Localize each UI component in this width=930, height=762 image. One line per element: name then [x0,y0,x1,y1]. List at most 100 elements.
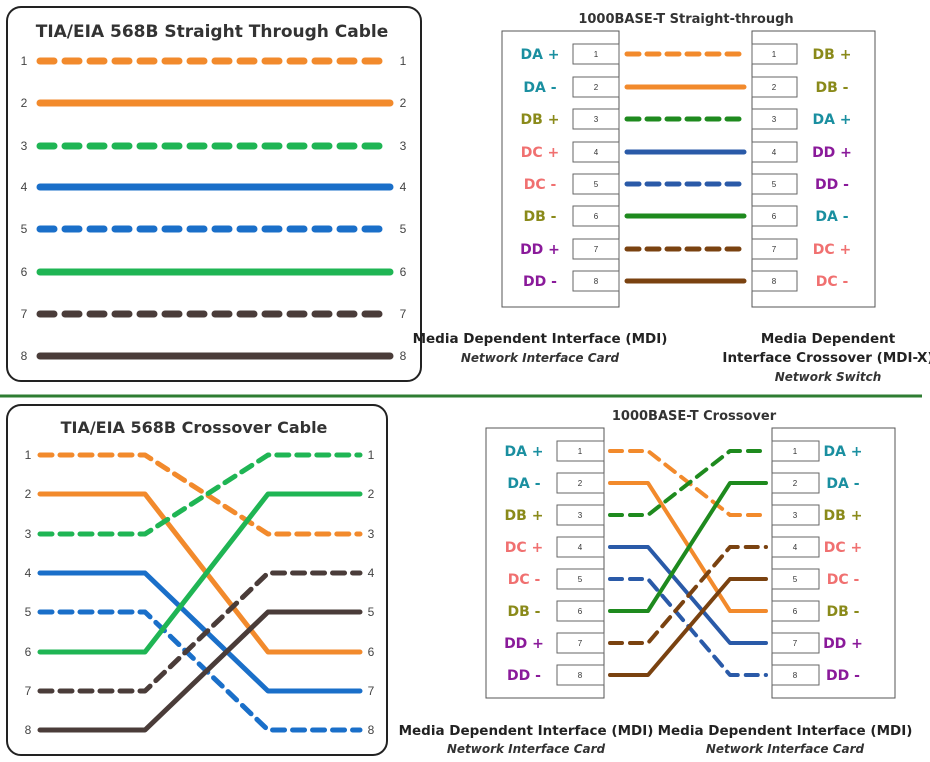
top-mdix-caption-line2: Interface Crossover (MDI-X) [722,350,930,366]
crossover-left-pin-8: 8 [25,723,32,737]
gb-cross-right-pin-label-4: 4 [793,543,798,552]
gb-straight-mdi-pin-label-2: 2 [594,83,599,92]
gb-cross-left-signal-7: DD + [504,636,544,652]
gb-cross-wire-3 [608,449,768,517]
gigabit-crossover-title: 1000BASE-T Crossover [612,409,777,424]
gb-cross-left-signal-2: DA - [507,476,540,492]
crossover-cable-title: TIA/EIA 568B Crossover Cable [61,418,328,437]
gb-straight-mdi-pin-3 [572,108,620,130]
crossover-wire-3 [37,452,363,537]
gb-cross-wire-8 [608,577,768,677]
straight-left-pin-3: 3 [21,139,28,153]
gb-cross-right-pin-4 [771,536,820,558]
gb-straight-mdix-signal-6: DA - [815,209,848,225]
crossover-wire-6 [37,491,363,655]
straight-left-pin-1: 1 [21,54,28,68]
gb-cross-right-signal-6: DB - [827,604,860,620]
gb-cross-right-pin-label-8: 8 [793,671,798,680]
gb-straight-mdix-pin-6 [751,205,798,227]
crossover-left-pin-4: 4 [25,566,32,580]
gb-straight-mdi-pin-2 [572,76,620,98]
gb-straight-mdix-pin-5 [751,173,798,195]
gb-straight-mdi-signal-6: DB - [524,209,557,225]
gb-cross-right-pin-3 [771,504,820,526]
crossover-left-pin-5: 5 [25,605,32,619]
gb-straight-mdix-pin-7 [751,238,798,260]
top-mdix-caption-line1: Media Dependent [761,331,896,347]
gb-straight-mdix-signal-5: DD - [815,177,849,193]
gb-straight-mdix-signal-1: DB + [813,47,852,63]
gb-straight-mdix-pin-label-7: 7 [772,245,777,254]
bottom-right-mdi-caption: Media Dependent Interface (MDI) [658,723,913,739]
gb-straight-mdi-pin-label-7: 7 [594,245,599,254]
crossover-left-pin-3: 3 [25,527,32,541]
gb-straight-mdi-signal-4: DC + [521,145,560,161]
mdi-connector-frame-bottom-right [771,427,896,699]
gb-cross-left-pin-label-8: 8 [578,671,583,680]
straight-left-pin-7: 7 [21,307,28,321]
gb-straight-mdix-signal-7: DC + [813,242,852,258]
crossover-right-pin-2: 2 [368,487,375,501]
straight-left-pin-4: 4 [21,180,28,194]
gb-straight-mdix-pin-3 [751,108,798,130]
straight-cable-panel [6,6,422,382]
gb-straight-mdi-signal-2: DA - [523,80,556,96]
straight-right-pin-4: 4 [400,180,407,194]
bottom-left-mdi-caption: Media Dependent Interface (MDI) [399,723,654,739]
gb-cross-left-pin-2 [556,472,605,494]
gb-cross-right-pin-6 [771,600,820,622]
gb-cross-left-pin-label-3: 3 [578,511,583,520]
gb-straight-mdi-pin-4 [572,141,620,163]
gb-cross-left-signal-3: DB + [505,508,544,524]
crossover-right-pin-5: 5 [368,605,375,619]
gb-straight-mdi-pin-5 [572,173,620,195]
crossover-cable-panel [6,404,388,756]
gb-straight-mdix-pin-4 [751,141,798,163]
straight-right-pin-3: 3 [400,139,407,153]
gb-cross-right-pin-label-7: 7 [793,639,798,648]
gb-cross-left-signal-1: DA + [504,444,543,460]
gb-cross-right-pin-label-5: 5 [793,575,798,584]
gb-straight-mdix-pin-2 [751,76,798,98]
gb-cross-right-signal-8: DD - [826,668,860,684]
gb-cross-left-pin-6 [556,600,605,622]
gb-cross-left-signal-4: DC + [505,540,544,556]
gb-cross-left-pin-8 [556,664,605,686]
gb-cross-right-pin-1 [771,440,820,462]
gb-cross-right-signal-1: DA + [823,444,862,460]
crossover-left-pin-2: 2 [25,487,32,501]
gb-cross-left-pin-3 [556,504,605,526]
gb-cross-right-signal-4: DC + [824,540,863,556]
gb-cross-right-pin-2 [771,472,820,494]
gb-cross-right-pin-8 [771,664,820,686]
gb-cross-left-signal-5: DC - [508,572,541,588]
gb-straight-mdi-pin-label-5: 5 [594,180,599,189]
gb-straight-mdix-pin-label-3: 3 [772,115,777,124]
gb-cross-right-pin-7 [771,632,820,654]
top-mdix-subcaption: Network Switch [775,370,882,384]
crossover-wire-4 [37,570,363,694]
crossover-left-pin-6: 6 [25,645,32,659]
gb-cross-left-signal-6: DB - [508,604,541,620]
gb-straight-mdi-pin-8 [572,270,620,292]
gb-cross-left-signal-8: DD - [507,668,541,684]
gigabit-straight-title: 1000BASE-T Straight-through [578,12,793,27]
gb-straight-mdix-pin-label-2: 2 [772,83,777,92]
gb-cross-right-signal-5: DC - [827,572,860,588]
gb-straight-mdix-pin-1 [751,43,798,65]
gb-straight-mdi-pin-1 [572,43,620,65]
crossover-right-pin-4: 4 [368,566,375,580]
mdi-connector-frame-top [501,30,620,308]
crossover-wire-8 [37,609,363,733]
mdix-connector-frame-top [751,30,876,308]
gb-straight-mdi-pin-label-4: 4 [594,148,599,157]
gb-cross-wire-6 [608,481,768,613]
gb-straight-mdix-signal-2: DB - [816,80,849,96]
gb-straight-mdi-signal-1: DA + [520,47,559,63]
gb-cross-wire-7 [608,545,768,645]
gb-straight-mdi-signal-7: DD + [520,242,560,258]
crossover-right-pin-8: 8 [368,723,375,737]
straight-left-pin-2: 2 [21,96,28,110]
gb-cross-left-pin-1 [556,440,605,462]
gb-straight-mdi-pin-6 [572,205,620,227]
